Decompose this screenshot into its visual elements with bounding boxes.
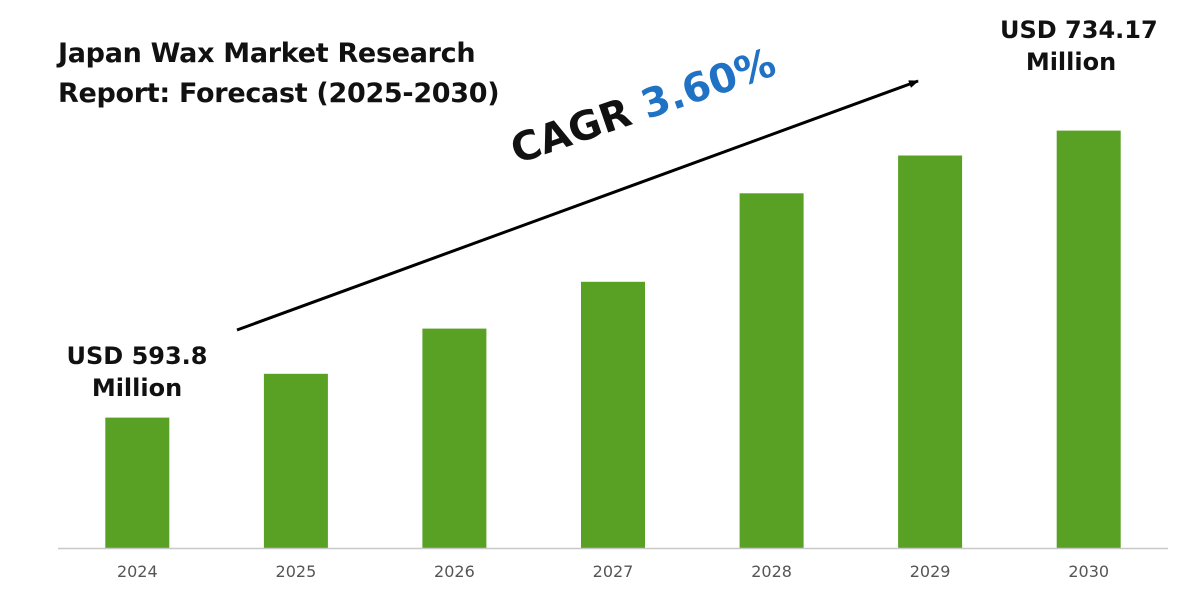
end-value-line-1: USD 734.17	[1000, 16, 1158, 44]
bar-2026	[422, 328, 487, 548]
end-value-callout: USD 734.17 Million	[1000, 14, 1158, 78]
trend-arrow	[236, 79, 919, 332]
chart-title: Japan Wax Market Research Report: Foreca…	[58, 34, 538, 114]
x-tick-label-2027: 2027	[593, 562, 634, 581]
chart-title-line-2: Report: Forecast (2025-2030)	[58, 78, 500, 109]
bar-2028	[739, 193, 804, 549]
bar-2029	[898, 155, 963, 548]
x-tick-label-2028: 2028	[751, 562, 792, 581]
bar-2027	[581, 281, 645, 548]
bar-2025	[263, 373, 328, 548]
x-tick-label-2025: 2025	[276, 562, 317, 581]
x-tick-label-2029: 2029	[910, 562, 951, 581]
x-tick-label-2030: 2030	[1068, 562, 1109, 581]
bars-layer	[105, 130, 1121, 549]
chart-title-line-1: Japan Wax Market Research	[58, 38, 476, 69]
bar-2030	[1056, 130, 1121, 548]
x-tick-label-2024: 2024	[117, 562, 158, 581]
start-value-line-2: Million	[91, 374, 183, 402]
bar-2024	[105, 417, 170, 548]
end-value-line-2: Million	[1025, 48, 1117, 76]
ticks-layer: 2024 2025 2026 2027 2028 2029 2030	[117, 562, 1109, 581]
x-tick-label-2026: 2026	[434, 562, 475, 581]
start-value-callout: USD 593.8 Million	[62, 340, 212, 404]
start-value-line-1: USD 593.8	[66, 342, 208, 370]
